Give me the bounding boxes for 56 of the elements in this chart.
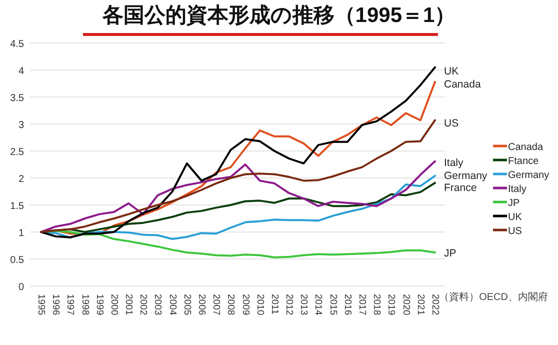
x-tick-label: 2004 [166, 294, 178, 316]
x-tick-label: 1999 [94, 294, 105, 316]
x-tick-label: 2001 [123, 294, 134, 316]
x-tick-label: 2010 [254, 294, 266, 316]
y-tick-label: 4.5 [10, 39, 24, 50]
x-tick-label: 1997 [64, 294, 76, 316]
x-tick-label: 2017 [356, 294, 368, 316]
x-tick-label: 2006 [196, 294, 208, 316]
legend-label: Germany [508, 170, 550, 181]
legend-label: JP [508, 198, 520, 209]
x-tick-label: 2016 [342, 294, 353, 316]
y-tick-label: 2.5 [10, 147, 24, 158]
annotation: JP [444, 248, 456, 260]
y-tick-label: 0.5 [10, 255, 24, 266]
y-tick-label: 2 [18, 174, 24, 185]
x-tick-label: 2002 [138, 294, 149, 316]
x-tick-label: 1996 [50, 294, 62, 316]
x-tick-label: 2008 [225, 294, 236, 316]
x-tick-label: 2003 [152, 294, 164, 316]
annotation: Italy [444, 156, 464, 169]
x-tick-label: 2020 [400, 294, 412, 316]
y-tick-label: 3 [18, 120, 24, 131]
x-tick-label: 2012 [284, 294, 295, 316]
annotation: France [444, 182, 477, 194]
x-tick-label: 2019 [386, 294, 397, 316]
x-tick-label: 2011 [268, 294, 280, 314]
legend-label: UK [508, 212, 522, 223]
x-tick-label: 2021 [414, 294, 426, 316]
legend-label: Canada [508, 142, 544, 153]
annotation: Canada [444, 78, 481, 90]
x-tick-label: 1995 [35, 294, 46, 316]
annotation: US [444, 117, 459, 130]
x-tick-label: 2005 [181, 294, 192, 316]
x-tick-label: 2014 [312, 294, 324, 316]
text: （資料）OECD、内閣府 [439, 291, 548, 303]
x-tick-label: 2009 [240, 294, 251, 316]
line-series [40, 119, 436, 233]
line-series [40, 160, 436, 233]
x-tick-label: 2000 [108, 294, 120, 316]
x-tick-label: 2022 [429, 294, 440, 316]
y-tick-label: 1 [18, 228, 24, 239]
x-tick-label: 2015 [327, 294, 338, 316]
x-tick-label: 2013 [298, 294, 310, 316]
legend-label: Ftance [508, 156, 540, 167]
x-tick-label: 2007 [210, 294, 222, 316]
y-tick-label: 3.5 [10, 93, 24, 104]
y-tick-label: 0 [18, 282, 24, 293]
legend-label: US [508, 226, 522, 237]
chart-title: 各国公的資本形成の推移（1995＝1） [101, 4, 456, 27]
x-tick-label: 1998 [79, 294, 90, 316]
y-tick-label: 1.5 [10, 201, 24, 212]
y-tick-label: 4 [18, 66, 24, 77]
legend-label: Italy [508, 184, 526, 195]
annotation: UK [444, 66, 459, 78]
x-tick-label: 2018 [371, 294, 382, 316]
annotation: Germany [444, 170, 488, 182]
